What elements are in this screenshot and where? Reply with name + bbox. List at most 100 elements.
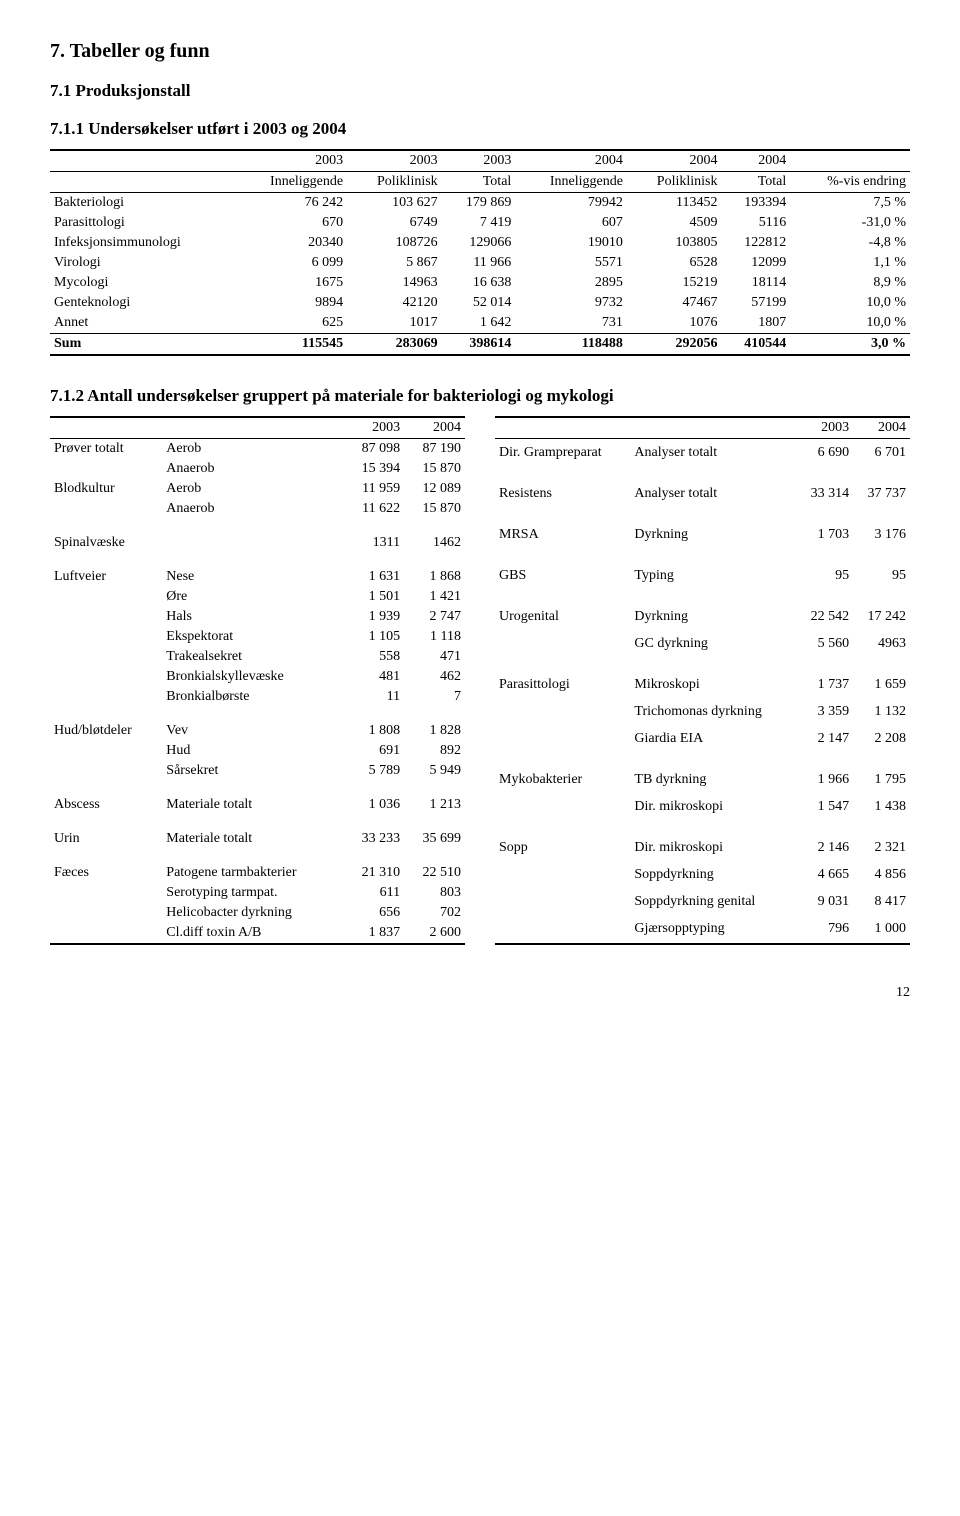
- table-cell: Virologi: [50, 253, 236, 273]
- table-cell: 7: [404, 687, 465, 707]
- table-cell: 892: [404, 741, 465, 761]
- table-cell: 11: [343, 687, 404, 707]
- row-label: Nese: [162, 567, 343, 587]
- row-label: Vev: [162, 721, 343, 741]
- table-cell: 3 176: [853, 521, 910, 548]
- table-cell: 1 132: [853, 698, 910, 725]
- group-label: Luftveier: [50, 567, 162, 587]
- table-cell: 2 208: [853, 725, 910, 752]
- table-cell: 42120: [347, 293, 442, 313]
- subsubsection-heading: 7.1.1 Undersøkelser utført i 2003 og 200…: [50, 119, 910, 139]
- row-label: Aerob: [162, 479, 343, 499]
- table-cell: 108726: [347, 233, 442, 253]
- table-cell: 5 949: [404, 761, 465, 781]
- sum-cell: Sum: [50, 334, 236, 356]
- table-cell: 18114: [721, 273, 790, 293]
- row-label: Dyrkning: [630, 603, 796, 630]
- col-header: Poliklinisk: [347, 172, 442, 193]
- row-label: Øre: [162, 587, 343, 607]
- table-cell: 16 638: [442, 273, 516, 293]
- sum-cell: 115545: [236, 334, 348, 356]
- table-cell: 47467: [627, 293, 722, 313]
- year-header: 2004: [721, 150, 790, 172]
- group-label: Hud/bløtdeler: [50, 721, 162, 741]
- year-header: 2004: [853, 417, 910, 439]
- table-cell: 702: [404, 903, 465, 923]
- table-cell: 52 014: [442, 293, 516, 313]
- table-cell: 1 659: [853, 671, 910, 698]
- table-cell: 19010: [515, 233, 627, 253]
- table-cell: 2 146: [796, 835, 853, 862]
- table-cell: 179 869: [442, 193, 516, 214]
- table-cell: 7 419: [442, 213, 516, 233]
- table-cell: 1 837: [343, 923, 404, 944]
- group-label: Sopp: [495, 835, 630, 862]
- group-label: Urogenital: [495, 603, 630, 630]
- table-cell: 15219: [627, 273, 722, 293]
- row-label: Serotyping tarmpat.: [162, 883, 343, 903]
- row-label: Anaerob: [162, 459, 343, 479]
- table-cell: 611: [343, 883, 404, 903]
- table-cell: 2 600: [404, 923, 465, 944]
- table-cell: 1 105: [343, 627, 404, 647]
- table-cell: Genteknologi: [50, 293, 236, 313]
- row-label: Dir. mikroskopi: [630, 793, 796, 820]
- row-label: Trakealsekret: [162, 647, 343, 667]
- table-cell: 35 699: [404, 829, 465, 849]
- table-cell: 691: [343, 741, 404, 761]
- col-header: Inneliggende: [515, 172, 627, 193]
- row-label: Materiale totalt: [162, 795, 343, 815]
- table-cell: 1 828: [404, 721, 465, 741]
- sum-cell: 3,0 %: [790, 334, 910, 356]
- table-cell: 103805: [627, 233, 722, 253]
- table-cell: 1675: [236, 273, 348, 293]
- group-label: Resistens: [495, 480, 630, 507]
- table-cell: 1 213: [404, 795, 465, 815]
- table-cell: 6 701: [853, 439, 910, 467]
- sum-cell: 410544: [721, 334, 790, 356]
- row-label: Anaerob: [162, 499, 343, 519]
- row-label: Materiale totalt: [162, 829, 343, 849]
- row-label: Dir. mikroskopi: [630, 835, 796, 862]
- row-label: Ekspektorat: [162, 627, 343, 647]
- row-label: Bronkialskyllevæske: [162, 667, 343, 687]
- table-cell: 20340: [236, 233, 348, 253]
- row-label: Hals: [162, 607, 343, 627]
- table-cell: 1 939: [343, 607, 404, 627]
- table-cell: 2 747: [404, 607, 465, 627]
- year-header: 2003: [343, 417, 404, 439]
- page-number: 12: [50, 985, 910, 1001]
- table-cell: 796: [796, 916, 853, 944]
- table-cell: 1 642: [442, 313, 516, 334]
- row-label: Trichomonas dyrkning: [630, 698, 796, 725]
- material-table-left: 20032004 Prøver totaltAerob87 09887 190A…: [50, 416, 465, 945]
- table-cell: 607: [515, 213, 627, 233]
- group-label: Fæces: [50, 863, 162, 883]
- table-cell: 1 737: [796, 671, 853, 698]
- table-cell: 2895: [515, 273, 627, 293]
- table-cell: 1 966: [796, 766, 853, 793]
- row-label: Mikroskopi: [630, 671, 796, 698]
- table-cell: 1311: [343, 533, 404, 553]
- table-cell: 33 314: [796, 480, 853, 507]
- table-cell: 481: [343, 667, 404, 687]
- table-cell: 5116: [721, 213, 790, 233]
- row-label: Soppdyrkning genital: [630, 889, 796, 916]
- table-cell: 14963: [347, 273, 442, 293]
- col-header: Inneliggende: [236, 172, 348, 193]
- production-table: 200320032003200420042004 InneliggendePol…: [50, 149, 910, 356]
- table-cell: 1 703: [796, 521, 853, 548]
- table-cell: 122812: [721, 233, 790, 253]
- subsection-heading: 7.1 Produksjonstall: [50, 81, 910, 101]
- row-label: Cl.diff toxin A/B: [162, 923, 343, 944]
- table-cell: 95: [853, 562, 910, 589]
- group-label: Mykobakterier: [495, 766, 630, 793]
- table-cell: 6 099: [236, 253, 348, 273]
- table-cell: 21 310: [343, 863, 404, 883]
- table-cell: 471: [404, 647, 465, 667]
- table-cell: 1 868: [404, 567, 465, 587]
- row-label: Aerob: [162, 439, 343, 460]
- table-cell: 4 665: [796, 862, 853, 889]
- section-heading: 7. Tabeller og funn: [50, 40, 910, 63]
- table-cell: 95: [796, 562, 853, 589]
